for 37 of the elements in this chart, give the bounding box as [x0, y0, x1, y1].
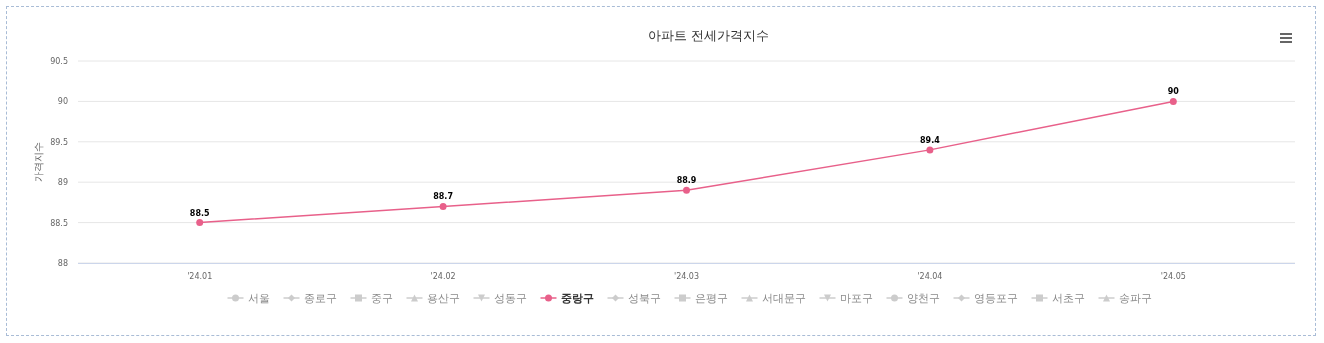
- legend-label: 은평구: [694, 292, 728, 305]
- y-tick-label: 89.5: [50, 137, 68, 147]
- legend-label: 용산구: [426, 292, 460, 305]
- y-tick-label: 90: [57, 97, 68, 107]
- point: [683, 186, 690, 194]
- data-label: 88.9: [676, 176, 697, 186]
- x-tick-label: '24.05: [1160, 272, 1186, 281]
- point: [926, 146, 934, 154]
- x-tick-label: '24.03: [673, 272, 700, 281]
- x-tick-label: '24.04: [917, 272, 943, 281]
- legend-label: 영등포구: [973, 292, 1018, 305]
- legend-label: 서대문구: [761, 292, 806, 305]
- x-tick-label: '24.02: [430, 272, 456, 281]
- point: [439, 202, 447, 210]
- data-label: 90: [1167, 87, 1180, 97]
- legend-label: 성북구: [627, 292, 661, 305]
- legend-label: 서초구: [1051, 292, 1085, 305]
- data-label: 88.5: [189, 208, 210, 218]
- y-tick-label: 90.5: [50, 57, 68, 66]
- point: [1169, 97, 1177, 105]
- y-tick-label: 89: [57, 178, 68, 188]
- chart-title: 아파트 전세가격지수: [647, 28, 770, 43]
- data-label: 89.4: [920, 135, 941, 145]
- legend-label: 서울: [247, 292, 270, 305]
- y-tick-label: 88: [57, 259, 68, 268]
- legend-label: 송파구: [1118, 292, 1152, 305]
- x-tick-label: '24.01: [187, 272, 213, 281]
- legend-label: 마포구: [839, 292, 873, 305]
- legend-label: 종로구: [303, 292, 337, 305]
- legend-label: 중구: [370, 292, 393, 305]
- y-axis-title: 가격지수: [33, 142, 44, 182]
- data-label: 88.7: [433, 192, 453, 202]
- y-tick-label: 88.5: [50, 218, 68, 228]
- legend-label: 중랑구: [560, 292, 594, 305]
- legend-label: 양천구: [906, 292, 940, 305]
- legend-label: 성동구: [493, 292, 527, 305]
- point: [196, 219, 204, 227]
